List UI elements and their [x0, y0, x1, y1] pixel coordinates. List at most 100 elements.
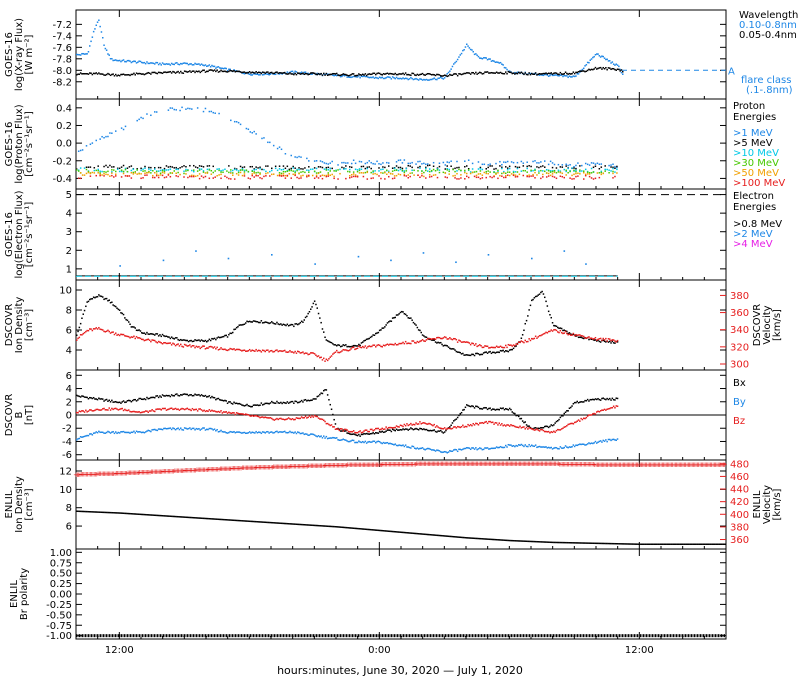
data-point — [251, 349, 253, 351]
data-point — [554, 72, 556, 74]
data-point — [497, 61, 499, 64]
data-point — [506, 160, 509, 163]
data-point — [510, 344, 512, 346]
data-point: + — [87, 470, 93, 478]
data-point — [481, 174, 484, 176]
data-point — [194, 408, 196, 411]
data-point — [102, 73, 104, 75]
data-point — [163, 395, 165, 397]
data-point — [350, 76, 352, 79]
data-point — [143, 332, 146, 334]
data-point — [562, 332, 564, 335]
data-point — [518, 426, 520, 429]
data-point — [177, 427, 179, 429]
data-point — [398, 73, 400, 75]
data-point — [516, 414, 519, 417]
data-point — [402, 428, 404, 430]
legend-entry: 0.10-0.8nm — [739, 20, 797, 31]
data-point — [545, 169, 548, 171]
data-point — [325, 168, 328, 170]
data-point — [209, 66, 212, 68]
data-point — [549, 425, 551, 428]
data-point — [559, 329, 562, 332]
data-point — [282, 431, 285, 433]
data-point — [259, 349, 261, 352]
data-point — [541, 73, 543, 75]
data-point — [596, 68, 598, 70]
data-point: + — [164, 468, 170, 476]
data-point — [254, 73, 256, 75]
data-point — [273, 350, 276, 353]
data-point — [349, 168, 351, 171]
data-point — [253, 130, 255, 133]
data-point — [237, 121, 240, 124]
data-point — [399, 159, 402, 161]
data-point — [150, 430, 152, 433]
data-point — [393, 177, 396, 179]
data-point — [598, 172, 601, 174]
data-point — [191, 70, 194, 72]
data-point — [716, 543, 719, 545]
data-point — [469, 73, 472, 75]
data-point — [590, 337, 593, 339]
data-point — [397, 73, 399, 76]
data-point — [137, 337, 139, 339]
data-point — [566, 72, 568, 75]
data-point — [463, 426, 465, 428]
data-point — [173, 71, 175, 73]
y-tick-label: -7.6 — [52, 43, 72, 54]
data-point — [464, 447, 467, 450]
data-point — [209, 345, 212, 348]
data-point — [86, 510, 88, 513]
data-point — [99, 73, 101, 75]
data-point — [600, 171, 603, 174]
data-point — [614, 167, 616, 170]
data-point — [259, 71, 261, 74]
data-point — [321, 74, 324, 76]
data-point — [245, 520, 247, 522]
data-point — [111, 73, 113, 76]
data-point — [519, 72, 521, 74]
data-point — [282, 173, 285, 175]
data-point — [98, 294, 100, 296]
data-point — [429, 73, 432, 75]
data-point — [369, 432, 372, 435]
data-point — [165, 409, 168, 411]
data-point — [115, 332, 117, 334]
data-point — [104, 74, 107, 76]
data-point — [217, 66, 220, 68]
data-point — [302, 174, 304, 177]
data-point — [190, 346, 192, 348]
data-point — [584, 173, 587, 176]
data-point — [229, 347, 231, 350]
data-point — [493, 168, 495, 170]
data-point — [337, 178, 339, 180]
data-point — [96, 398, 99, 401]
data-point — [428, 164, 431, 166]
data-point — [415, 324, 417, 326]
data-point — [152, 62, 155, 65]
data-point — [438, 171, 441, 174]
data-point — [486, 345, 489, 348]
data-point — [519, 444, 521, 447]
data-point — [104, 511, 107, 514]
data-point — [592, 413, 594, 415]
data-point — [458, 166, 460, 169]
data-point — [325, 175, 328, 178]
data-point — [385, 324, 387, 326]
data-point — [169, 70, 172, 73]
data-point — [416, 423, 419, 425]
data-point — [87, 300, 90, 303]
data-point — [327, 173, 330, 176]
data-point — [572, 75, 575, 77]
data-point — [97, 169, 99, 172]
data-point — [503, 161, 505, 163]
data-point — [107, 173, 109, 176]
data-point — [213, 69, 216, 71]
data-point — [544, 72, 546, 75]
data-point — [79, 334, 82, 336]
data-point — [128, 74, 130, 76]
data-point — [598, 411, 601, 413]
data-point — [610, 339, 612, 342]
